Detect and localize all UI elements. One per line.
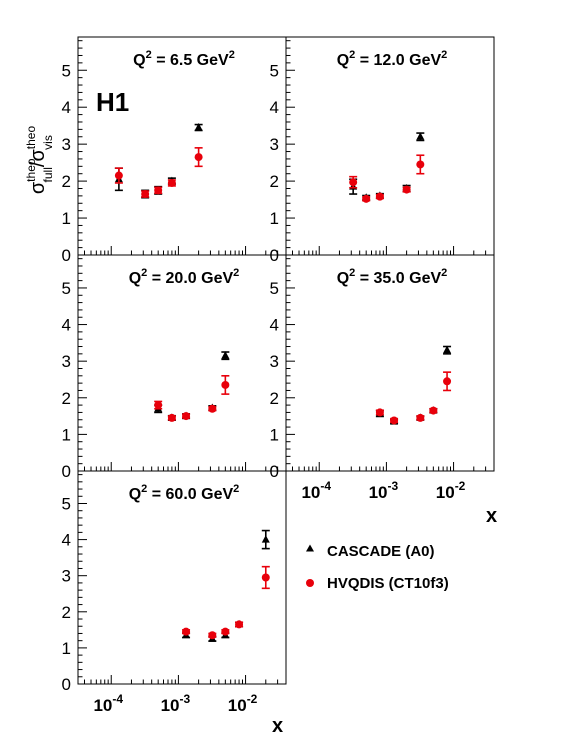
data-point-cascade (261, 535, 270, 543)
legend: CASCADE (A0) HVQDIS (CT10f3) (306, 543, 449, 592)
panel-title: Q2 = 20.0 GeV2 (129, 267, 240, 287)
x-tick-label: 10-3 (369, 479, 399, 502)
panel-frame (285, 36, 495, 256)
data-point-hvqdis (221, 627, 230, 636)
y-tick-label: 5 (270, 279, 279, 298)
y-tick-label: 4 (62, 316, 71, 335)
y-tick-label: 4 (62, 98, 71, 117)
y-tick-label: 4 (62, 531, 71, 550)
data-point-hvqdis (261, 573, 270, 582)
x-tick-label: 10-3 (161, 692, 191, 715)
data-point-hvqdis (402, 185, 411, 194)
data-point-hvqdis (208, 404, 217, 413)
panel-title: Q2 = 6.5 GeV2 (133, 49, 235, 69)
y-tick-label: 5 (62, 279, 71, 298)
data-point-cascade (443, 345, 452, 354)
data-point-hvqdis (362, 194, 371, 203)
panel-frame (77, 36, 287, 256)
panel-title: Q2 = 35.0 GeV2 (337, 267, 448, 287)
data-point-hvqdis (167, 413, 176, 422)
data-point-cascade (221, 351, 230, 359)
data-point-cascade (416, 132, 425, 140)
data-point-hvqdis (375, 408, 384, 417)
data-point-hvqdis (349, 178, 358, 187)
data-point-hvqdis (114, 171, 123, 180)
legend-circle-marker (306, 579, 314, 587)
panel-title: Q2 = 60.0 GeV2 (129, 483, 240, 503)
panel-title: Q2 = 12.0 GeV2 (337, 49, 448, 69)
data-point-hvqdis (443, 377, 452, 386)
y-tick-label: 3 (62, 135, 71, 154)
y-tick-label: 5 (62, 61, 71, 80)
y-tick-label: 1 (270, 425, 279, 444)
y-tick-label: 3 (62, 567, 71, 586)
legend-label-cascade: CASCADE (A0) (327, 543, 435, 560)
data-point-hvqdis (194, 153, 203, 162)
y-tick-label: 4 (270, 98, 279, 117)
y-tick-label: 0 (62, 675, 71, 694)
data-point-hvqdis (416, 160, 425, 169)
y-tick-label: 0 (62, 462, 71, 481)
y-axis-title: σtheo full/σtheo vis (24, 126, 55, 195)
y-tick-label: 2 (270, 172, 279, 191)
panels-group: 0 1 2 3 4 5 Q2 = 6.5 GeV2 0 1 2 3 4 5 Q2 = 12.0 GeV2 0… (62, 36, 495, 715)
y-tick-label: 2 (62, 603, 71, 622)
panel-frame (285, 254, 495, 472)
panel-frame (77, 470, 287, 685)
y-tick-label: 2 (62, 172, 71, 191)
data-point-hvqdis (429, 406, 438, 415)
x-tick-label: 10-4 (301, 479, 331, 502)
y-tick-label: 1 (270, 209, 279, 228)
y-tick-label: 5 (270, 61, 279, 80)
x-axis-title-right: x (486, 505, 497, 527)
y-tick-label: 1 (62, 209, 71, 228)
y-tick-label: 0 (62, 246, 71, 265)
data-point-hvqdis (375, 192, 384, 201)
data-point-hvqdis (182, 412, 191, 421)
data-point-hvqdis (235, 620, 244, 629)
y-tick-label: 4 (270, 316, 279, 335)
legend-triangle-marker (306, 544, 314, 552)
data-point-hvqdis (221, 380, 230, 389)
legend-label-hvqdis: HVQDIS (CT10f3) (327, 575, 449, 592)
y-tick-label: 1 (62, 639, 71, 658)
data-point-hvqdis (182, 627, 191, 636)
data-point-hvqdis (154, 186, 163, 195)
panel-frame (77, 254, 287, 472)
data-point-hvqdis (167, 178, 176, 187)
x-tick-label: 10-2 (436, 479, 466, 502)
y-tick-label: 1 (62, 425, 71, 444)
data-point-hvqdis (154, 401, 163, 410)
y-tick-label: 2 (270, 389, 279, 408)
y-tick-label: 2 (62, 389, 71, 408)
panel-3: 0 1 2 3 4 5 Q2 = 20.0 GeV2 (62, 254, 287, 481)
panel-1: 0 1 2 3 4 5 Q2 = 6.5 GeV2 (62, 36, 287, 265)
y-tick-label: 5 (62, 494, 71, 513)
data-point-hvqdis (141, 190, 150, 199)
data-point-hvqdis (416, 413, 425, 422)
x-tick-label: 10-2 (228, 692, 258, 715)
x-axis-title-bottom: x (272, 715, 283, 737)
data-point-cascade (194, 123, 203, 131)
experiment-label: H1 (96, 87, 129, 117)
data-point-hvqdis (390, 416, 399, 425)
x-tick-label: 10-4 (93, 692, 123, 715)
panel-5: 0 1 2 3 4 5 10-4 10-3 10-2 Q2 = 60.0 GeV2 (62, 470, 287, 715)
y-tick-label: 3 (270, 352, 279, 371)
y-tick-label: 3 (62, 352, 71, 371)
data-point-hvqdis (208, 631, 217, 640)
y-tick-label: 3 (270, 135, 279, 154)
